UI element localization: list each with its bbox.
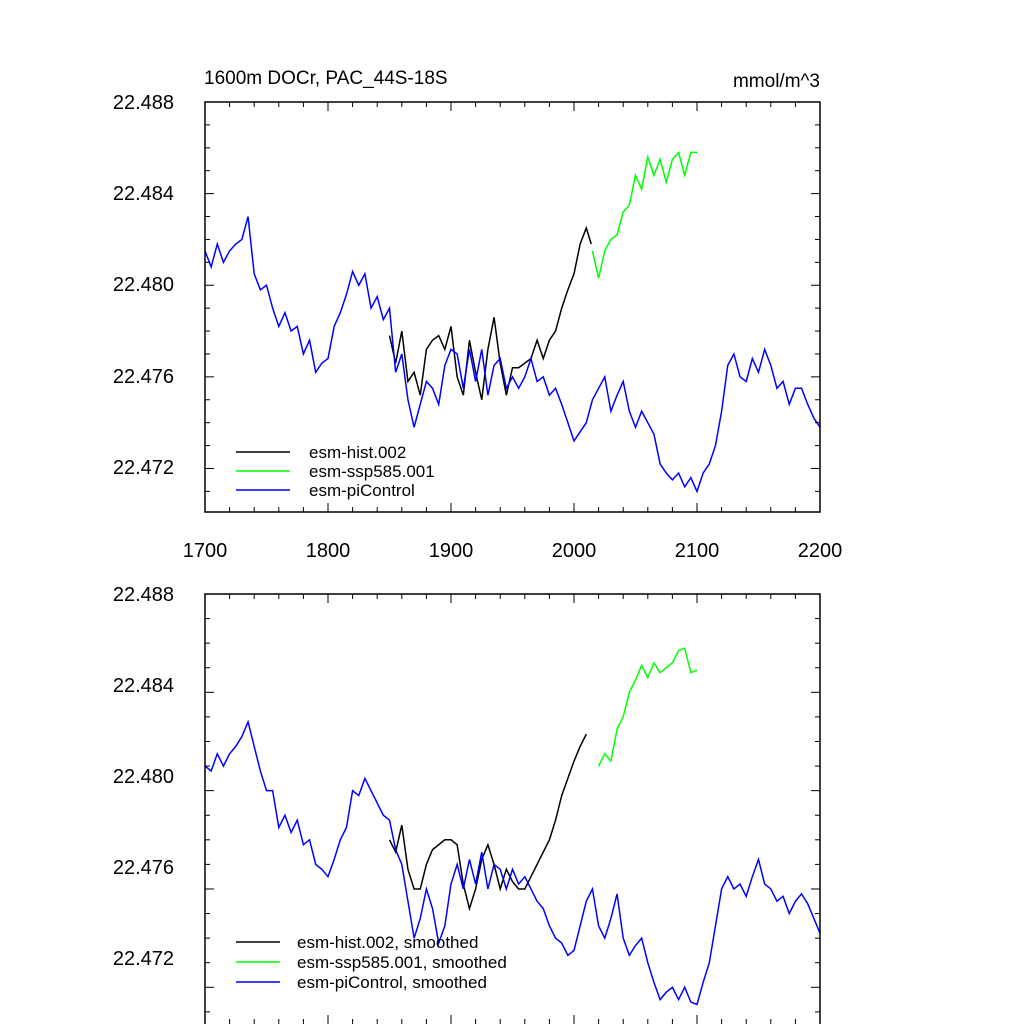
series-line-esm-hist xyxy=(388,225,592,400)
y-tick-label: 22.480 xyxy=(113,766,174,788)
top-legend: esm-hist.002 esm-ssp585.001 esm-piContro… xyxy=(236,443,435,500)
series-line-esm-ssp585 xyxy=(591,150,697,279)
top-panel: 1600m DOCr, PAC_44S-18S mmol/m^3 22.488 … xyxy=(113,68,842,562)
legend-label: esm-piControl xyxy=(309,481,415,500)
legend-label: esm-hist.002 xyxy=(309,443,406,462)
y-tick-label: 22.484 xyxy=(113,675,174,697)
top-y-tick-labels: 22.488 22.484 22.480 22.476 22.472 xyxy=(113,92,174,479)
bottom-series-layer xyxy=(204,647,821,1006)
units-label: mmol/m^3 xyxy=(733,71,820,92)
bottom-y-tick-labels: 22.488 22.484 22.480 22.476 22.472 xyxy=(113,584,174,970)
legend-label: esm-ssp585.001 xyxy=(309,462,435,481)
legend-label: esm-ssp585.001, smoothed xyxy=(297,953,507,972)
bottom-legend: esm-hist.002, smoothed esm-ssp585.001, s… xyxy=(236,933,507,992)
top-series-layer xyxy=(204,150,821,494)
bottom-panel: 22.488 22.484 22.480 22.476 22.472 esm-h… xyxy=(113,584,821,1029)
top-tick-marks xyxy=(204,101,821,512)
y-tick-label: 22.484 xyxy=(113,183,174,205)
y-tick-label: 22.472 xyxy=(113,457,174,479)
bottom-plot-frame xyxy=(204,593,821,1029)
top-plot-frame xyxy=(204,101,821,513)
x-tick-label: 1800 xyxy=(306,540,351,562)
x-tick-label: 1900 xyxy=(429,540,474,562)
series-line-esm-ssp585-smoothed xyxy=(597,647,698,767)
x-tick-label: 1700 xyxy=(183,540,228,562)
y-tick-label: 22.476 xyxy=(113,857,174,879)
x-tick-label: 2200 xyxy=(798,540,843,562)
series-line-esm-picontrol xyxy=(204,216,821,494)
legend-label: esm-piControl, smoothed xyxy=(297,973,487,992)
y-tick-label: 22.472 xyxy=(113,948,174,970)
y-tick-label: 22.476 xyxy=(113,366,174,388)
x-tick-labels: 1700 1800 1900 2000 2100 2200 xyxy=(183,540,843,562)
chart-title: 1600m DOCr, PAC_44S-18S xyxy=(204,68,448,89)
y-tick-label: 22.480 xyxy=(113,274,174,296)
y-tick-label: 22.488 xyxy=(113,92,174,114)
x-tick-label: 2100 xyxy=(675,540,720,562)
y-tick-label: 22.488 xyxy=(113,584,174,606)
series-line-esm-picontrol-smoothed xyxy=(204,719,821,1006)
legend-label: esm-hist.002, smoothed xyxy=(297,933,478,952)
x-tick-label: 2000 xyxy=(552,540,597,562)
series-line-esm-hist-smoothed xyxy=(388,733,587,912)
